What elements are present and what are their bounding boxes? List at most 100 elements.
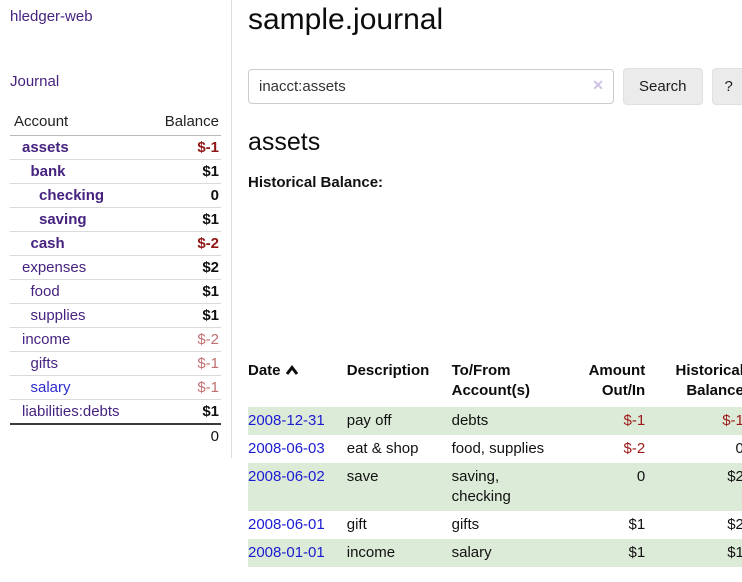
account-link[interactable]: saving	[39, 211, 87, 228]
account-balance: $1	[146, 159, 221, 184]
register-date-cell: 2008-06-03	[248, 435, 347, 463]
register-row: 2008-06-02 save saving, checking 0 $2	[248, 463, 742, 511]
transaction-date-link[interactable]: 2008-06-03	[248, 440, 325, 457]
account-row: supplies $1	[10, 303, 221, 328]
search-button[interactable]: Search	[623, 68, 703, 105]
account-balance: $-1	[146, 375, 221, 400]
account-balance: $1	[146, 279, 221, 304]
chart-label: Historical Balance:	[248, 174, 384, 191]
account-name-cell: food	[10, 279, 147, 304]
account-balance: $-1	[146, 135, 221, 160]
account-link[interactable]: supplies	[30, 307, 86, 324]
accounts-header-row: Account Balance	[10, 110, 221, 136]
account-link[interactable]: cash	[30, 235, 65, 252]
page-title: sample.journal	[248, 3, 444, 36]
account-link[interactable]: gifts	[30, 355, 59, 372]
sidebar: hledger-web Journal Account Balance asse…	[0, 0, 232, 458]
search-form: ✕ Search ?	[248, 68, 742, 105]
register-amount-cell: $-2	[623, 440, 646, 457]
account-balance: $1	[146, 207, 221, 232]
account-row: saving $1	[10, 207, 221, 232]
account-row: cash $-2	[10, 231, 221, 256]
accounts-header-account: Account	[10, 110, 147, 136]
register-header-date[interactable]: Date	[248, 359, 347, 407]
register-balance-cell: $-1	[722, 412, 742, 429]
sidebar-item-journal[interactable]: Journal	[10, 73, 60, 90]
account-row: gifts $-1	[10, 351, 221, 376]
register-amount-cell: 0	[636, 468, 646, 485]
account-row: food $1	[10, 279, 221, 304]
transaction-date-link[interactable]: 2008-12-31	[248, 412, 325, 429]
clear-search-icon[interactable]: ✕	[592, 77, 604, 93]
help-button[interactable]: ?	[711, 68, 742, 105]
register-table: Date Description To/From Account(s) Amou…	[248, 359, 742, 567]
register-accounts-cell: gifts	[451, 516, 480, 533]
search-input[interactable]	[248, 69, 614, 104]
account-name-cell: saving	[10, 207, 147, 232]
accounts-header-balance: Balance	[146, 110, 221, 136]
transaction-date-link[interactable]: 2008-06-02	[248, 468, 325, 485]
register-accounts-cell: debts	[451, 412, 489, 429]
accounts-table: Account Balance assets $-1 bank $1 checking 0…	[10, 110, 221, 448]
register-accounts-cell: saving, checking	[451, 468, 511, 505]
account-name-cell: checking	[10, 183, 147, 208]
account-name-cell: bank	[10, 159, 147, 184]
register-balance-cell: $1	[727, 544, 742, 561]
page: hledger-web Journal Account Balance asse…	[0, 0, 742, 567]
register-balance-cell: 0	[735, 440, 742, 457]
account-name-cell: supplies	[10, 303, 147, 328]
register-row: 2008-06-01 gift gifts $1 $2	[248, 511, 742, 539]
register-description-cell: gift	[346, 516, 367, 533]
sidebar-total-balance: 0	[146, 423, 221, 448]
account-row: income $-2	[10, 327, 221, 352]
account-link[interactable]: assets	[22, 139, 69, 156]
register-header-accounts: To/From Account(s)	[451, 362, 530, 399]
account-row: salary $-1	[10, 375, 221, 400]
account-name-cell: salary	[10, 375, 147, 400]
account-link[interactable]: food	[30, 283, 60, 300]
sidebar-total-row: 0	[10, 423, 221, 448]
register-description-cell: pay off	[346, 412, 392, 429]
account-link[interactable]: checking	[39, 187, 105, 204]
register-balance-cell: $2	[727, 516, 742, 533]
register-date-cell: 2008-01-01	[248, 539, 347, 567]
register-row: 2008-12-31 pay off debts $-1 $-1	[248, 407, 742, 435]
account-link[interactable]: income	[22, 331, 71, 348]
register-header-balance: Historical Balance	[675, 362, 742, 399]
account-balance: $-2	[146, 327, 221, 352]
account-link[interactable]: bank	[30, 163, 66, 180]
account-row: bank $1	[10, 159, 221, 184]
register-row: 2008-06-03 eat & shop food, supplies $-2 0	[248, 435, 742, 463]
register-balance-cell: $2	[727, 468, 742, 485]
account-name-cell: assets	[10, 135, 147, 160]
register-accounts-cell: salary	[451, 544, 492, 561]
account-balance: $1	[146, 303, 221, 328]
account-balance: $1	[146, 399, 221, 425]
account-name-cell: expenses	[10, 255, 147, 280]
register-amount-cell: $1	[628, 544, 646, 561]
register-header-amount: Amount Out/In	[588, 362, 646, 399]
transaction-date-link[interactable]: 2008-01-01	[248, 544, 325, 561]
account-heading: assets	[248, 128, 321, 156]
account-name-cell: gifts	[10, 351, 147, 376]
account-row: checking 0	[10, 183, 221, 208]
app-brand-link[interactable]: hledger-web	[10, 8, 93, 25]
transaction-date-link[interactable]: 2008-06-01	[248, 516, 325, 533]
register-date-cell: 2008-06-01	[248, 511, 347, 539]
search-box: ✕	[248, 69, 614, 104]
account-name-cell: income	[10, 327, 147, 352]
register-date-cell: 2008-06-02	[248, 463, 347, 511]
register-row: 2008-01-01 income salary $1 $1	[248, 539, 742, 567]
main-content: sample.journal ✕ Search ? assets Histori…	[232, 0, 742, 567]
register-description-cell: income	[346, 544, 396, 561]
account-link[interactable]: salary	[30, 379, 71, 396]
register-table-body: 2008-12-31 pay off debts $-1 $-1 2008-06-03 ea…	[248, 407, 742, 567]
account-balance: 0	[146, 183, 221, 208]
account-balance: $-2	[146, 231, 221, 256]
register-date-cell: 2008-12-31	[248, 407, 347, 435]
account-link[interactable]: expenses	[22, 259, 87, 276]
account-name-cell: cash	[10, 231, 147, 256]
account-link[interactable]: liabilities:debts	[22, 403, 120, 420]
register-header-row: Date Description To/From Account(s) Amou…	[248, 359, 742, 407]
register-amount-cell: $-1	[623, 412, 646, 429]
